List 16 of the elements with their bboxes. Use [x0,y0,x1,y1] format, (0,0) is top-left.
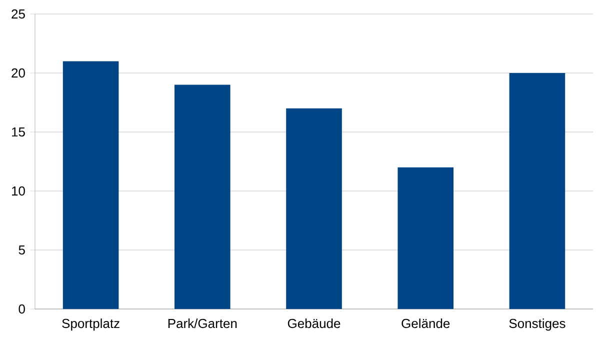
y-tick-label: 5 [18,245,25,255]
y-tick-label: 25 [12,9,25,19]
x-tick-label: Gebäude [288,318,340,328]
y-tick-label: 0 [18,304,25,314]
x-tick-label: Park/Garten [168,318,237,328]
bar [62,61,119,309]
y-tick-label: 20 [12,68,25,78]
bar [174,84,230,309]
x-tick-label: Sonstiges [509,318,566,331]
y-tick-label: 10 [12,186,25,196]
x-tick-label: Sportplatz [62,318,120,331]
y-tick-label: 15 [12,127,25,137]
x-tick-label: Gelände [402,318,450,328]
bar [509,73,566,309]
bar [286,108,342,309]
bar [398,167,454,309]
